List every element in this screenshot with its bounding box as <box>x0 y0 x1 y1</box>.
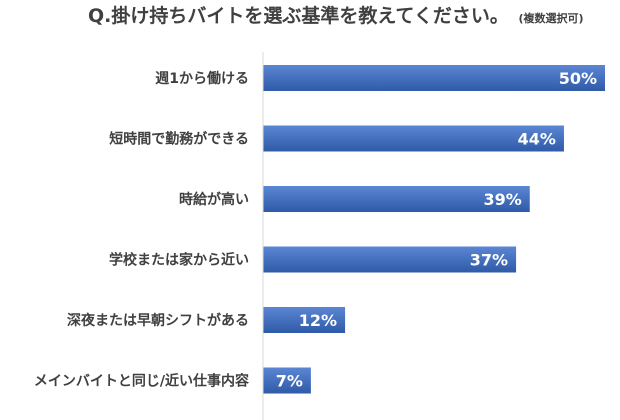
bar-3 <box>263 186 530 212</box>
bar-value-label-3: 39% <box>483 190 521 209</box>
bar-value-label-4: 37% <box>470 251 508 270</box>
chart-subtitle: (複数選択可) <box>518 11 583 25</box>
category-label-6: メインバイトと同じ/近い仕事内容 <box>34 373 249 390</box>
chart-title-main: Q.掛け持ちバイトを選ぶ基準を教えてください。 <box>88 4 509 27</box>
bar-5 <box>263 307 346 333</box>
category-labels-group: 週1から働ける短時間で勤務ができる時給が高い学校または家から近い深夜または早朝シ… <box>34 70 249 390</box>
category-label-3: 時給が高い <box>179 191 249 208</box>
bar-4 <box>263 246 517 273</box>
bar-value-label-6: 7% <box>276 372 303 391</box>
bar-2 <box>263 125 564 152</box>
bar-value-label-1: 50% <box>559 69 597 88</box>
bar-1 <box>263 65 605 91</box>
bars-group: 50% 44% 39% 37% 12% 7% <box>263 65 605 394</box>
bar-6 <box>263 367 311 394</box>
category-label-1: 週1から働ける <box>155 70 249 87</box>
bar-value-label-5: 12% <box>299 311 337 330</box>
category-label-5: 深夜または早朝シフトがある <box>67 312 249 329</box>
bar-value-label-2: 44% <box>518 130 556 149</box>
category-label-2: 短時間で勤務ができる <box>109 131 249 148</box>
category-label-4: 学校または家から近い <box>109 252 249 269</box>
chart-title: Q.掛け持ちバイトを選ぶ基準を教えてください。 (複数選択可) <box>88 4 584 27</box>
